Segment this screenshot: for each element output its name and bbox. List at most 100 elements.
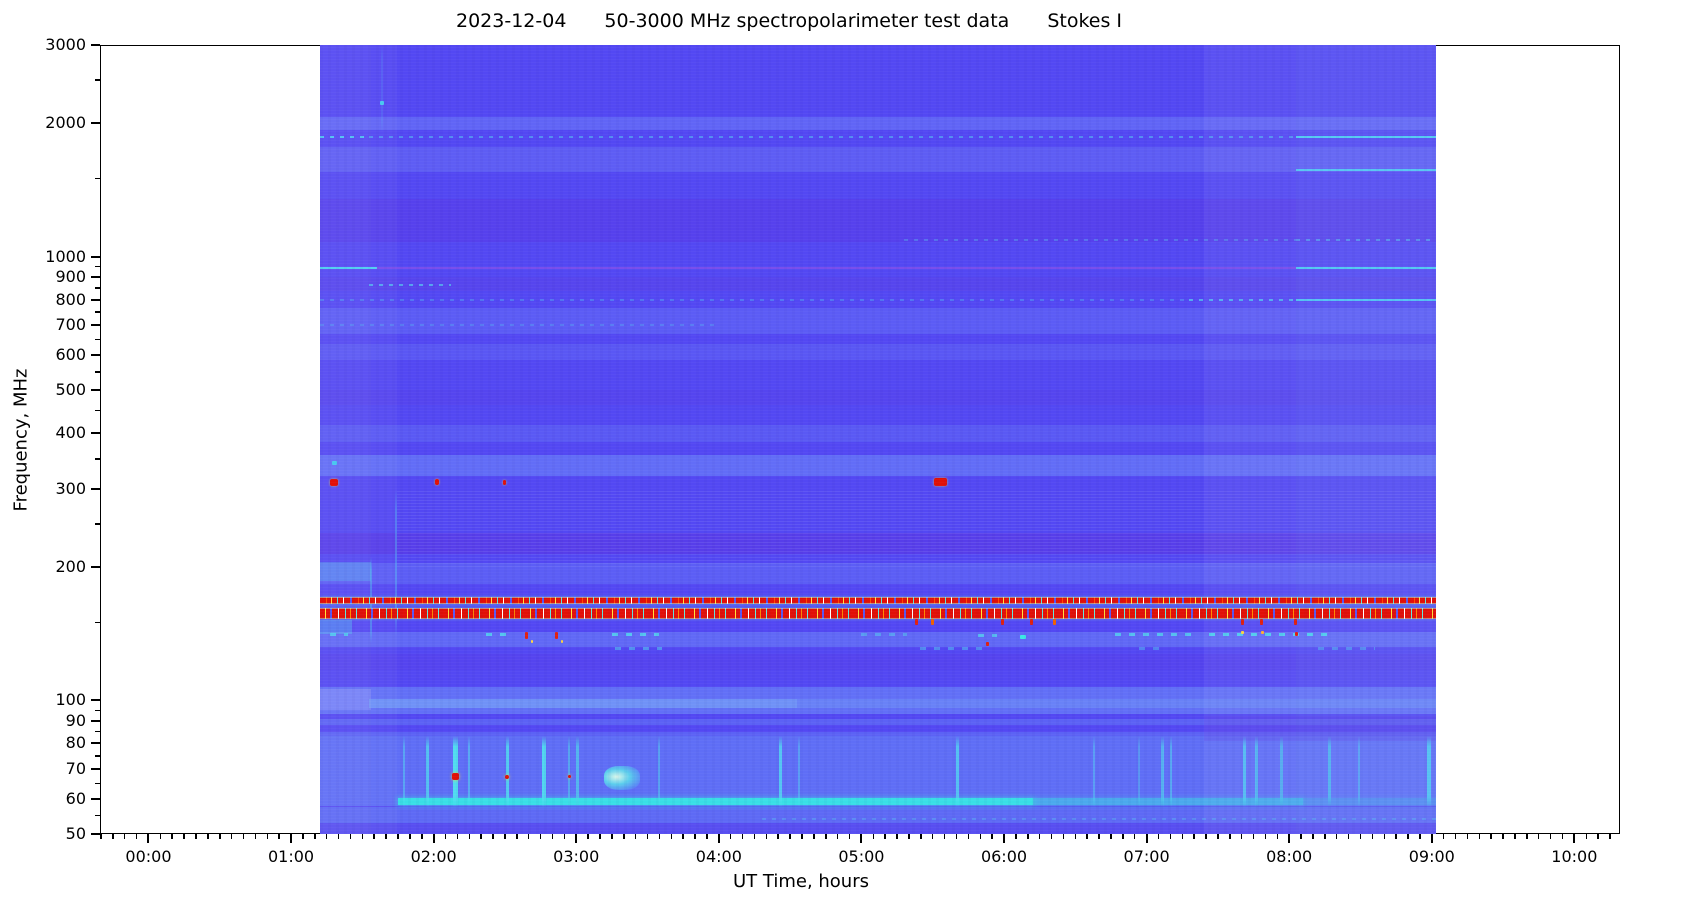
shade-band <box>320 116 1437 130</box>
x-minor-tick <box>314 834 316 839</box>
y-tick-label: 80 <box>65 733 86 753</box>
x-tick-label: 05:00 <box>838 847 885 866</box>
x-minor-tick <box>1597 834 1599 839</box>
x-minor-tick <box>325 834 328 839</box>
rfi-point-310 <box>503 479 507 485</box>
spectral-line <box>320 267 377 270</box>
speck-mark <box>1260 631 1264 635</box>
dash-row <box>1209 632 1335 636</box>
vertical-streak <box>568 736 571 808</box>
x-minor-tick <box>955 834 958 839</box>
y-tick-label: 700 <box>55 315 86 335</box>
shade-band <box>320 731 1437 737</box>
x-minor-tick <box>230 834 233 839</box>
x-major-tick <box>717 834 720 843</box>
x-minor-tick <box>183 834 185 839</box>
x-minor-tick <box>979 834 981 839</box>
x-minor-tick <box>1062 834 1065 839</box>
y-tick-label: 200 <box>55 556 86 576</box>
x-minor-tick <box>670 834 673 839</box>
vertical-streak <box>1093 736 1096 808</box>
x-minor-tick <box>1157 834 1160 839</box>
title-main: 50-3000 MHz spectropolarimeter test data <box>604 10 1010 32</box>
chart-title: 2023-12-04 50-3000 MHz spectropolarimete… <box>456 10 1122 32</box>
y-major-tick <box>91 565 100 568</box>
vertical-streak <box>1138 736 1141 808</box>
x-minor-tick <box>254 834 257 839</box>
x-minor-tick <box>599 834 601 839</box>
y-major-tick <box>91 833 100 835</box>
spectral-line <box>1296 239 1437 242</box>
y-minor-tick <box>95 79 100 81</box>
x-minor-tick <box>421 834 423 839</box>
x-minor-tick <box>611 834 613 839</box>
x-minor-tick <box>1407 834 1409 839</box>
y-major-tick <box>91 487 100 490</box>
vertical-streak <box>403 736 406 808</box>
spectral-line <box>376 267 1297 270</box>
y-tick-label: 70 <box>65 759 86 779</box>
spectral-line <box>904 239 1297 242</box>
x-major-tick <box>147 834 150 843</box>
y-tick-label: 1000 <box>45 246 86 266</box>
dash-row <box>614 646 662 650</box>
y-major-tick <box>91 354 100 357</box>
rfi-point-310 <box>330 478 339 486</box>
rfi-band <box>320 608 1437 620</box>
y-minor-tick <box>95 371 100 373</box>
x-minor-tick <box>682 834 684 839</box>
speck-mark <box>930 618 934 625</box>
x-minor-tick <box>1442 834 1445 839</box>
x-minor-tick <box>729 834 732 839</box>
vertical-streak <box>1170 736 1173 808</box>
x-minor-tick <box>836 834 839 839</box>
y-minor-tick <box>95 523 100 525</box>
shade-band <box>320 146 1437 173</box>
x-minor-tick <box>1193 834 1195 839</box>
x-minor-tick <box>931 834 934 839</box>
x-minor-tick <box>706 834 708 839</box>
vertical-streak <box>1242 736 1246 808</box>
spectral-line <box>320 298 1190 301</box>
x-minor-tick <box>1549 834 1552 839</box>
x-minor-tick <box>135 834 138 839</box>
x-minor-tick <box>302 834 304 839</box>
x-minor-tick <box>1609 834 1611 839</box>
x-major-tick <box>860 834 863 843</box>
x-minor-tick <box>1300 834 1302 839</box>
speck-mark <box>1240 631 1244 635</box>
x-minor-tick <box>777 834 779 839</box>
x-minor-tick <box>848 834 851 839</box>
x-minor-tick <box>1502 834 1504 839</box>
x-minor-tick <box>1347 834 1350 839</box>
x-minor-tick <box>516 834 518 839</box>
x-minor-tick <box>789 834 791 839</box>
x-minor-tick <box>1371 834 1374 839</box>
x-minor-tick <box>1276 834 1279 839</box>
y-tick-label: 600 <box>55 345 86 365</box>
rfi-band <box>320 596 1437 605</box>
x-tick-label: 07:00 <box>1123 847 1170 866</box>
y-major-tick <box>91 719 100 722</box>
y-tick-label: 2000 <box>45 113 86 133</box>
vertical-streak <box>1327 736 1331 808</box>
x-minor-tick <box>1038 834 1041 839</box>
streak-red-core <box>451 773 459 781</box>
shade-band <box>320 390 1437 406</box>
x-minor-tick <box>1086 834 1088 839</box>
shade-band <box>320 277 1437 292</box>
column-overlay <box>320 45 371 834</box>
x-minor-tick <box>1312 834 1314 839</box>
x-minor-tick <box>1537 834 1540 839</box>
speck-mark <box>380 101 385 106</box>
x-minor-tick <box>991 834 993 839</box>
y-minor-tick <box>95 458 100 460</box>
rfi-point-310 <box>434 479 439 486</box>
vertical-streak <box>505 736 509 808</box>
dash-row <box>861 632 908 636</box>
x-minor-tick <box>741 834 744 839</box>
y-minor-tick <box>95 409 100 412</box>
x-tick-label: 04:00 <box>695 847 742 866</box>
y-minor-tick <box>95 782 100 785</box>
